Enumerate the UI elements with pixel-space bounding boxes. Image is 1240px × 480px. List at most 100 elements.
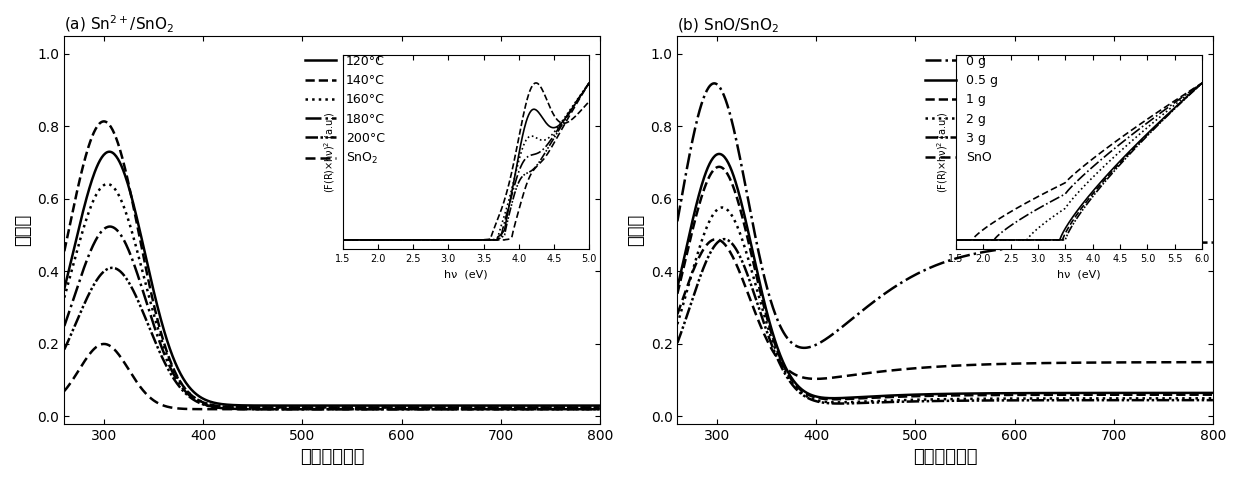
- 1 g: [1075, 392, 1090, 397]
- Text: (a) Sn$^{2+}$/SnO$_2$: (a) Sn$^{2+}$/SnO$_2$: [64, 14, 175, 35]
- SnO: [808, 376, 823, 382]
- 1 g: [987, 392, 1002, 398]
- 120°C: [153, 313, 167, 319]
- 180°C: [196, 401, 211, 407]
- 0.5 g: [670, 285, 684, 290]
- 160°C: [593, 405, 608, 410]
- 180°C: [153, 340, 167, 346]
- 180°C: [373, 406, 388, 412]
- SnO$_2$: [316, 406, 331, 412]
- Legend: 120°C, 140°C, 160°C, 180°C, 200°C, SnO$_2$: 120°C, 140°C, 160°C, 180°C, 200°C, SnO$_…: [300, 50, 391, 171]
- 2 g: [670, 321, 684, 327]
- SnO$_2$: [374, 406, 389, 412]
- 0.5 g: [826, 396, 841, 401]
- Line: 2 g: 2 g: [677, 207, 1213, 402]
- 120°C: [373, 403, 388, 408]
- SnO: [1205, 359, 1220, 365]
- 0 g: [1075, 241, 1090, 247]
- 180°C: [461, 406, 476, 412]
- 180°C: [593, 406, 608, 412]
- 200°C: [461, 406, 476, 412]
- 0.5 g: [1075, 390, 1090, 396]
- SnO$_2$: [57, 388, 72, 394]
- 140°C: [373, 405, 388, 410]
- SnO: [914, 365, 929, 371]
- 2 g: [808, 397, 823, 403]
- 2 g: [830, 399, 844, 405]
- 2 g: [1029, 396, 1044, 401]
- 2 g: [1075, 396, 1090, 401]
- 180°C: [103, 224, 118, 229]
- Line: 0.5 g: 0.5 g: [677, 154, 1213, 398]
- 140°C: [434, 405, 449, 410]
- 200°C: [153, 350, 167, 356]
- SnO$_2$: [153, 401, 167, 407]
- SnO: [810, 376, 825, 382]
- Line: 160°C: 160°C: [64, 184, 600, 408]
- Line: 1 g: 1 g: [677, 167, 1213, 399]
- 120°C: [593, 403, 608, 408]
- 0 g: [670, 218, 684, 224]
- 1 g: [765, 336, 780, 341]
- 180°C: [300, 406, 315, 412]
- 180°C: [436, 406, 451, 412]
- 3 g: [1205, 397, 1220, 403]
- 2 g: [765, 340, 780, 346]
- 1 g: [712, 164, 727, 170]
- 3 g: [832, 401, 847, 407]
- SnO$_2$: [300, 406, 315, 412]
- 3 g: [914, 398, 929, 404]
- 0 g: [707, 81, 722, 86]
- 0.5 g: [1029, 390, 1044, 396]
- 160°C: [300, 405, 315, 410]
- 160°C: [99, 181, 114, 187]
- 2 g: [987, 396, 1002, 401]
- 1 g: [1205, 392, 1220, 397]
- 0.5 g: [1205, 390, 1220, 396]
- Y-axis label: 反射率: 反射率: [627, 214, 645, 246]
- 120°C: [102, 149, 117, 155]
- Line: SnO$_2$: SnO$_2$: [64, 344, 600, 409]
- 3 g: [670, 340, 684, 346]
- SnO$_2$: [593, 406, 608, 412]
- SnO: [987, 361, 1002, 367]
- 0.5 g: [712, 151, 727, 157]
- 160°C: [415, 405, 430, 410]
- 200°C: [438, 406, 453, 412]
- Line: 200°C: 200°C: [64, 268, 600, 409]
- 160°C: [436, 405, 451, 410]
- 0 g: [810, 341, 825, 347]
- 0.5 g: [914, 392, 929, 397]
- Line: 120°C: 120°C: [64, 152, 600, 406]
- 140°C: [300, 405, 315, 410]
- 0.5 g: [808, 394, 823, 399]
- 3 g: [1029, 397, 1044, 403]
- SnO: [765, 348, 780, 354]
- 0 g: [765, 305, 780, 311]
- SnO: [708, 236, 723, 242]
- 200°C: [196, 401, 211, 407]
- 3 g: [717, 236, 732, 242]
- 200°C: [373, 406, 388, 412]
- 0 g: [914, 269, 929, 275]
- 120°C: [57, 286, 72, 292]
- 1 g: [808, 395, 823, 400]
- 180°C: [57, 323, 72, 329]
- 120°C: [196, 396, 211, 401]
- 200°C: [415, 406, 430, 412]
- 120°C: [415, 403, 430, 408]
- 200°C: [593, 406, 608, 412]
- SnO$_2$: [196, 406, 211, 412]
- Line: 3 g: 3 g: [677, 239, 1213, 404]
- 140°C: [415, 405, 430, 410]
- 120°C: [461, 403, 476, 408]
- 0.5 g: [765, 331, 780, 337]
- 140°C: [196, 399, 211, 405]
- X-axis label: 波长（纳米）: 波长（纳米）: [300, 448, 365, 466]
- Text: (b) SnO/SnO$_2$: (b) SnO/SnO$_2$: [677, 17, 780, 35]
- 0 g: [1205, 240, 1220, 245]
- 2 g: [914, 396, 929, 402]
- 1 g: [670, 291, 684, 297]
- 1 g: [827, 396, 842, 402]
- Line: 140°C: 140°C: [64, 121, 600, 408]
